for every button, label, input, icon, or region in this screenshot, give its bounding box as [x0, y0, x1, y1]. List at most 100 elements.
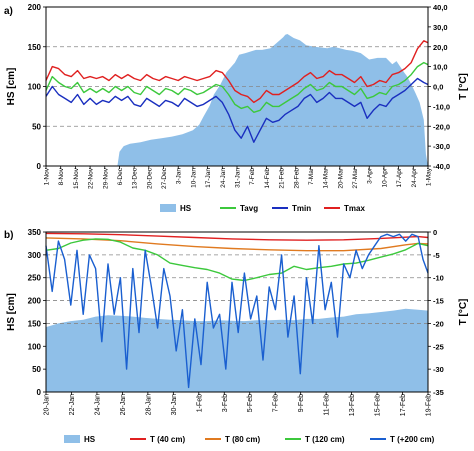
y-tick-label-left: 0 [37, 162, 42, 171]
x-tick-label: 8-Nov [58, 167, 65, 185]
legend-label: Tavg [240, 204, 258, 213]
y-tick-label-right: 40,0 [433, 3, 448, 12]
panel-label: a) [4, 6, 13, 17]
x-tick-label: 3-Feb [222, 394, 229, 412]
y-tick-label-right: -20 [433, 319, 444, 328]
x-tick-label: 6-Dec [117, 167, 124, 185]
y-tick-label-right: -5 [433, 251, 440, 260]
y-tick-label-right: -25 [433, 342, 444, 351]
y-axis-title-left: HS [cm] [6, 68, 17, 106]
x-tick-label: 17-Apr [396, 167, 403, 187]
plot-frame [45, 231, 429, 393]
series-line [45, 61, 429, 114]
x-tick-label: 11-Feb [324, 394, 331, 416]
x-tick-label: 27-Dec [161, 167, 168, 189]
panel-a: a) 0 50 100 150 200 -40,0 -30,0 -20,0 -10,0 0,0 10,… [4, 3, 469, 213]
x-tick-label: 9-Feb [298, 394, 305, 412]
y-tick-label-right: -35 [433, 388, 444, 397]
x-tick-label: 17-Jan [205, 168, 212, 188]
x-tick-label: 17-Feb [400, 394, 407, 416]
y-tick-label-right: -20,0 [433, 122, 450, 131]
y-tick-label-right: 0,0 [433, 83, 443, 92]
y-tick-label-left: 250 [28, 274, 42, 283]
x-tick-label: 30-Jan [171, 394, 178, 416]
x-tick-label: 13-Dec [132, 167, 139, 189]
y-tick-label-right: -40,0 [433, 162, 450, 171]
x-tick-label: 19-Feb [426, 394, 433, 416]
x-tick-label: 24-Jan [94, 394, 101, 416]
x-tick-label: 28-Feb [293, 168, 300, 189]
y-tick-label-left: 0 [37, 388, 42, 397]
legend-label: T (40 cm) [150, 435, 185, 444]
y-tick-label-right: -10 [433, 274, 444, 283]
x-tick-label: 24-Jan [220, 168, 227, 188]
x-tick-label: 1-May [426, 167, 433, 186]
legend-label: T (+200 cm) [390, 435, 435, 444]
legend-swatch [160, 204, 176, 212]
x-tick-label: 20-Mar [337, 167, 344, 188]
x-tick-label: 28-Jan [145, 394, 152, 416]
x-tick-label: 10-Jan [190, 168, 197, 188]
y-tick-label-left: 300 [28, 251, 42, 260]
x-tick-label: 24-Apr [411, 167, 418, 187]
y-tick-label-left: 200 [28, 297, 42, 306]
y-tick-label-left: 50 [32, 365, 41, 374]
y-tick-label-right: -30 [433, 365, 444, 374]
legend-label: T (80 cm) [225, 435, 260, 444]
x-tick-label: 29-Nov [102, 167, 109, 189]
y-tick-label-right: -30,0 [433, 142, 450, 151]
x-tick-label: 5-Feb [247, 394, 254, 412]
y-tick-label-right: -10,0 [433, 102, 450, 111]
x-tick-label: 15-Feb [375, 394, 382, 416]
y-tick-label-right: 0 [433, 228, 437, 237]
x-tick-label: 3-Jan [176, 168, 183, 185]
panel-label: b) [4, 230, 13, 241]
y-tick-label-left: 100 [28, 83, 42, 92]
x-tick-label: 14-Feb [264, 168, 271, 189]
legend-swatch [64, 435, 80, 443]
x-tick-label: 7-Mar [308, 167, 315, 185]
series-line [45, 233, 429, 389]
hs-area [46, 308, 428, 392]
x-tick-label: 31-Jan [235, 168, 242, 188]
y-axis-title-right: T [°C] [458, 299, 469, 326]
x-tick-label: 26-Jan [120, 394, 127, 416]
legend-label: HS [84, 435, 96, 444]
legend-label: Tmin [292, 204, 311, 213]
series-line [45, 232, 429, 241]
x-tick-label: 22-Jan [69, 394, 76, 416]
x-tick-label: 10-Apr [381, 167, 388, 187]
legend-label: HS [180, 204, 192, 213]
series-line [45, 237, 429, 252]
y-tick-label-right: -15 [433, 297, 444, 306]
legend-label: T (120 cm) [305, 435, 345, 444]
y-tick-label-left: 100 [28, 342, 42, 351]
series-line [45, 77, 429, 143]
x-tick-label: 1-Feb [196, 394, 203, 412]
y-tick-label-left: 200 [28, 3, 42, 12]
y-tick-label-right: 10,0 [433, 63, 448, 72]
x-tick-label: 14-Mar [323, 167, 330, 188]
y-axis-title-left: HS [cm] [6, 293, 17, 331]
x-tick-label: 7-Feb [249, 168, 256, 185]
x-tick-label: 20-Dec [146, 167, 153, 189]
series-line [45, 40, 429, 104]
legend-label: Tmax [344, 204, 365, 213]
x-tick-label: 21-Feb [279, 168, 286, 189]
x-tick-label: 20-Jan [44, 394, 51, 416]
x-tick-label: 7-Feb [273, 394, 280, 412]
x-tick-label: 1-Nov [44, 167, 51, 185]
y-tick-label-right: 30,0 [433, 23, 448, 32]
y-tick-label-left: 150 [28, 319, 42, 328]
x-tick-label: 15-Nov [73, 167, 80, 189]
y-axis-title-right: T [°C] [458, 73, 469, 100]
y-tick-label-left: 150 [28, 43, 42, 52]
series-line [45, 238, 429, 282]
y-tick-label-left: 50 [32, 122, 41, 131]
x-tick-label: 3-Apr [367, 167, 374, 184]
y-tick-label-right: 20,0 [433, 43, 448, 52]
hs-area [46, 34, 428, 166]
y-tick-label-left: 350 [28, 228, 42, 237]
x-tick-label: 27-Mar [352, 167, 359, 188]
panel-b: b) 0 50 100 150 200 250 300 350 -35 -30 -25 -20 -15 -1… [4, 228, 469, 444]
